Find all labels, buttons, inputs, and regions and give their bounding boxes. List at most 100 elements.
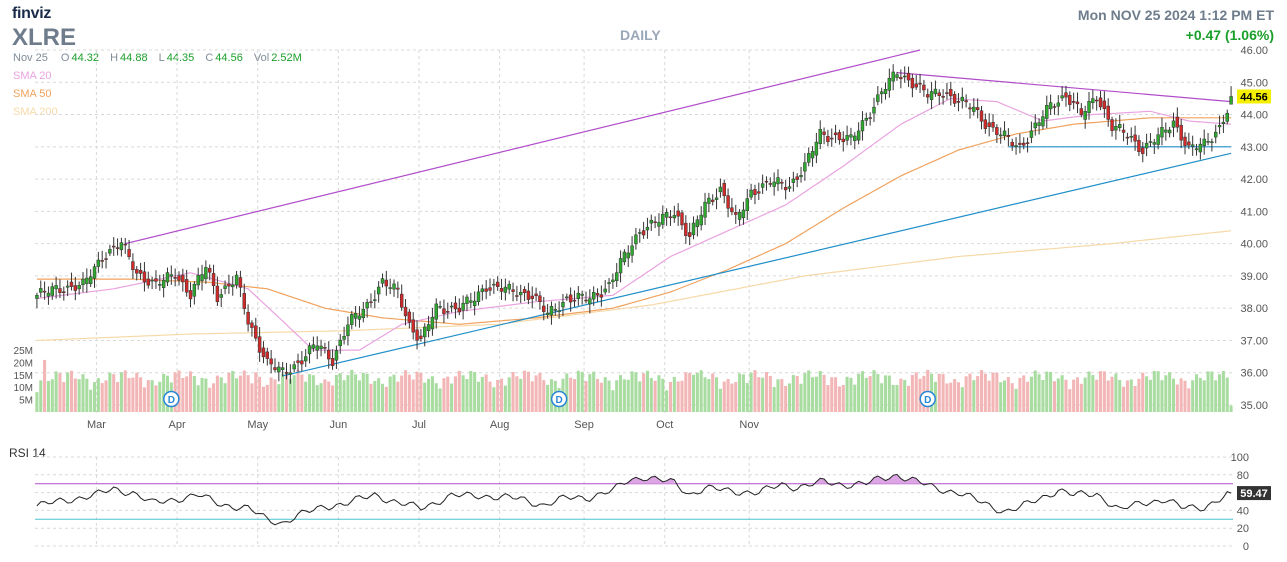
candle-body[interactable] xyxy=(914,83,918,88)
candle-body[interactable] xyxy=(1198,143,1203,153)
candle-body[interactable] xyxy=(565,296,569,299)
candle-body[interactable] xyxy=(503,286,508,293)
candle-body[interactable] xyxy=(123,243,127,246)
candle-body[interactable] xyxy=(238,277,243,288)
candle-body[interactable] xyxy=(457,307,462,313)
candle-body[interactable] xyxy=(204,267,208,280)
candle-body[interactable] xyxy=(837,132,842,141)
dividend-marker[interactable] xyxy=(163,390,180,408)
candle-body[interactable] xyxy=(1187,141,1191,146)
candle-body[interactable] xyxy=(622,251,627,263)
candle-body[interactable] xyxy=(353,313,358,319)
candle-body[interactable] xyxy=(1190,144,1195,147)
candle-body[interactable] xyxy=(906,72,911,81)
candle-body[interactable] xyxy=(499,288,504,292)
candle-body[interactable] xyxy=(465,296,469,305)
candle-body[interactable] xyxy=(1071,101,1076,103)
candle-body[interactable] xyxy=(1133,134,1137,142)
candle-body[interactable] xyxy=(542,305,546,312)
candle-body[interactable] xyxy=(956,101,961,103)
candle-body[interactable] xyxy=(442,308,446,314)
candle-body[interactable] xyxy=(1075,101,1080,105)
candle-body[interactable] xyxy=(1210,141,1214,143)
candle-body[interactable] xyxy=(461,302,465,311)
candle-body[interactable] xyxy=(998,134,1003,137)
candle-body[interactable] xyxy=(1098,97,1103,108)
candle-body[interactable] xyxy=(630,245,634,256)
candle-body[interactable] xyxy=(661,213,665,225)
candle-body[interactable] xyxy=(664,212,669,218)
candle-body[interactable] xyxy=(872,106,876,114)
candle-body[interactable] xyxy=(50,286,54,296)
candle-body[interactable] xyxy=(300,360,304,365)
candle-body[interactable] xyxy=(446,311,450,313)
candle-body[interactable] xyxy=(818,128,822,145)
candle-body[interactable] xyxy=(81,278,85,286)
candle-body[interactable] xyxy=(922,84,926,91)
candle-body[interactable] xyxy=(1033,122,1037,129)
candle-body[interactable] xyxy=(799,175,803,178)
candle-body[interactable] xyxy=(192,283,197,297)
candle-body[interactable] xyxy=(115,247,120,249)
candle-body[interactable] xyxy=(676,210,680,217)
candle-body[interactable] xyxy=(772,181,776,187)
candle-body[interactable] xyxy=(826,136,830,142)
candle-body[interactable] xyxy=(311,344,316,349)
candle-body[interactable] xyxy=(507,283,511,290)
candle-body[interactable] xyxy=(215,285,220,302)
candle-body[interactable] xyxy=(419,335,423,339)
candle-body[interactable] xyxy=(1225,112,1229,122)
candle-body[interactable] xyxy=(223,285,227,289)
candle-body[interactable] xyxy=(760,183,765,188)
candle-body[interactable] xyxy=(449,305,454,308)
candle-body[interactable] xyxy=(591,291,596,300)
candle-body[interactable] xyxy=(361,308,366,318)
candle-body[interactable] xyxy=(453,302,458,310)
candle-body[interactable] xyxy=(860,120,865,132)
candle-body[interactable] xyxy=(108,249,112,254)
candle-body[interactable] xyxy=(142,271,147,283)
candle-body[interactable] xyxy=(284,372,289,374)
dividend-marker[interactable] xyxy=(550,390,568,408)
candle-body[interactable] xyxy=(711,199,715,202)
candle-body[interactable] xyxy=(492,283,496,286)
candle-body[interactable] xyxy=(39,288,43,293)
candle-body[interactable] xyxy=(687,232,692,237)
candle-body[interactable] xyxy=(645,226,650,231)
candle-body[interactable] xyxy=(131,261,135,271)
candle-body[interactable] xyxy=(864,117,869,121)
candle-body[interactable] xyxy=(1048,102,1053,110)
rsi-line[interactable] xyxy=(36,473,1232,526)
candle-body[interactable] xyxy=(261,347,266,358)
candle-body[interactable] xyxy=(169,274,174,277)
candle-body[interactable] xyxy=(1068,94,1072,105)
candle-body[interactable] xyxy=(668,216,673,219)
candle-body[interactable] xyxy=(403,306,408,317)
candle-body[interactable] xyxy=(399,293,404,308)
candle-body[interactable] xyxy=(749,189,753,198)
candle-body[interactable] xyxy=(469,300,473,303)
candle-body[interactable] xyxy=(876,94,880,102)
candle-body[interactable] xyxy=(434,303,438,320)
candle-body[interactable] xyxy=(411,319,415,333)
candle-body[interactable] xyxy=(1160,127,1164,138)
candle-body[interactable] xyxy=(1022,142,1026,146)
candle-body[interactable] xyxy=(607,282,611,284)
candle-body[interactable] xyxy=(856,130,861,141)
candle-body[interactable] xyxy=(73,285,78,291)
candle-body[interactable] xyxy=(280,367,285,370)
candle-body[interactable] xyxy=(983,119,988,129)
candle-body[interactable] xyxy=(303,356,308,362)
candle-body[interactable] xyxy=(995,127,999,135)
candle-body[interactable] xyxy=(350,313,354,325)
candle-body[interactable] xyxy=(1137,140,1141,153)
candle-body[interactable] xyxy=(753,189,757,196)
candle-body[interactable] xyxy=(231,284,235,288)
candle-body[interactable] xyxy=(941,95,945,98)
candle-body[interactable] xyxy=(1167,129,1172,134)
candle-body[interactable] xyxy=(1110,119,1114,131)
candle-body[interactable] xyxy=(595,293,600,296)
candle-body[interactable] xyxy=(380,278,385,284)
candle-body[interactable] xyxy=(342,335,346,340)
